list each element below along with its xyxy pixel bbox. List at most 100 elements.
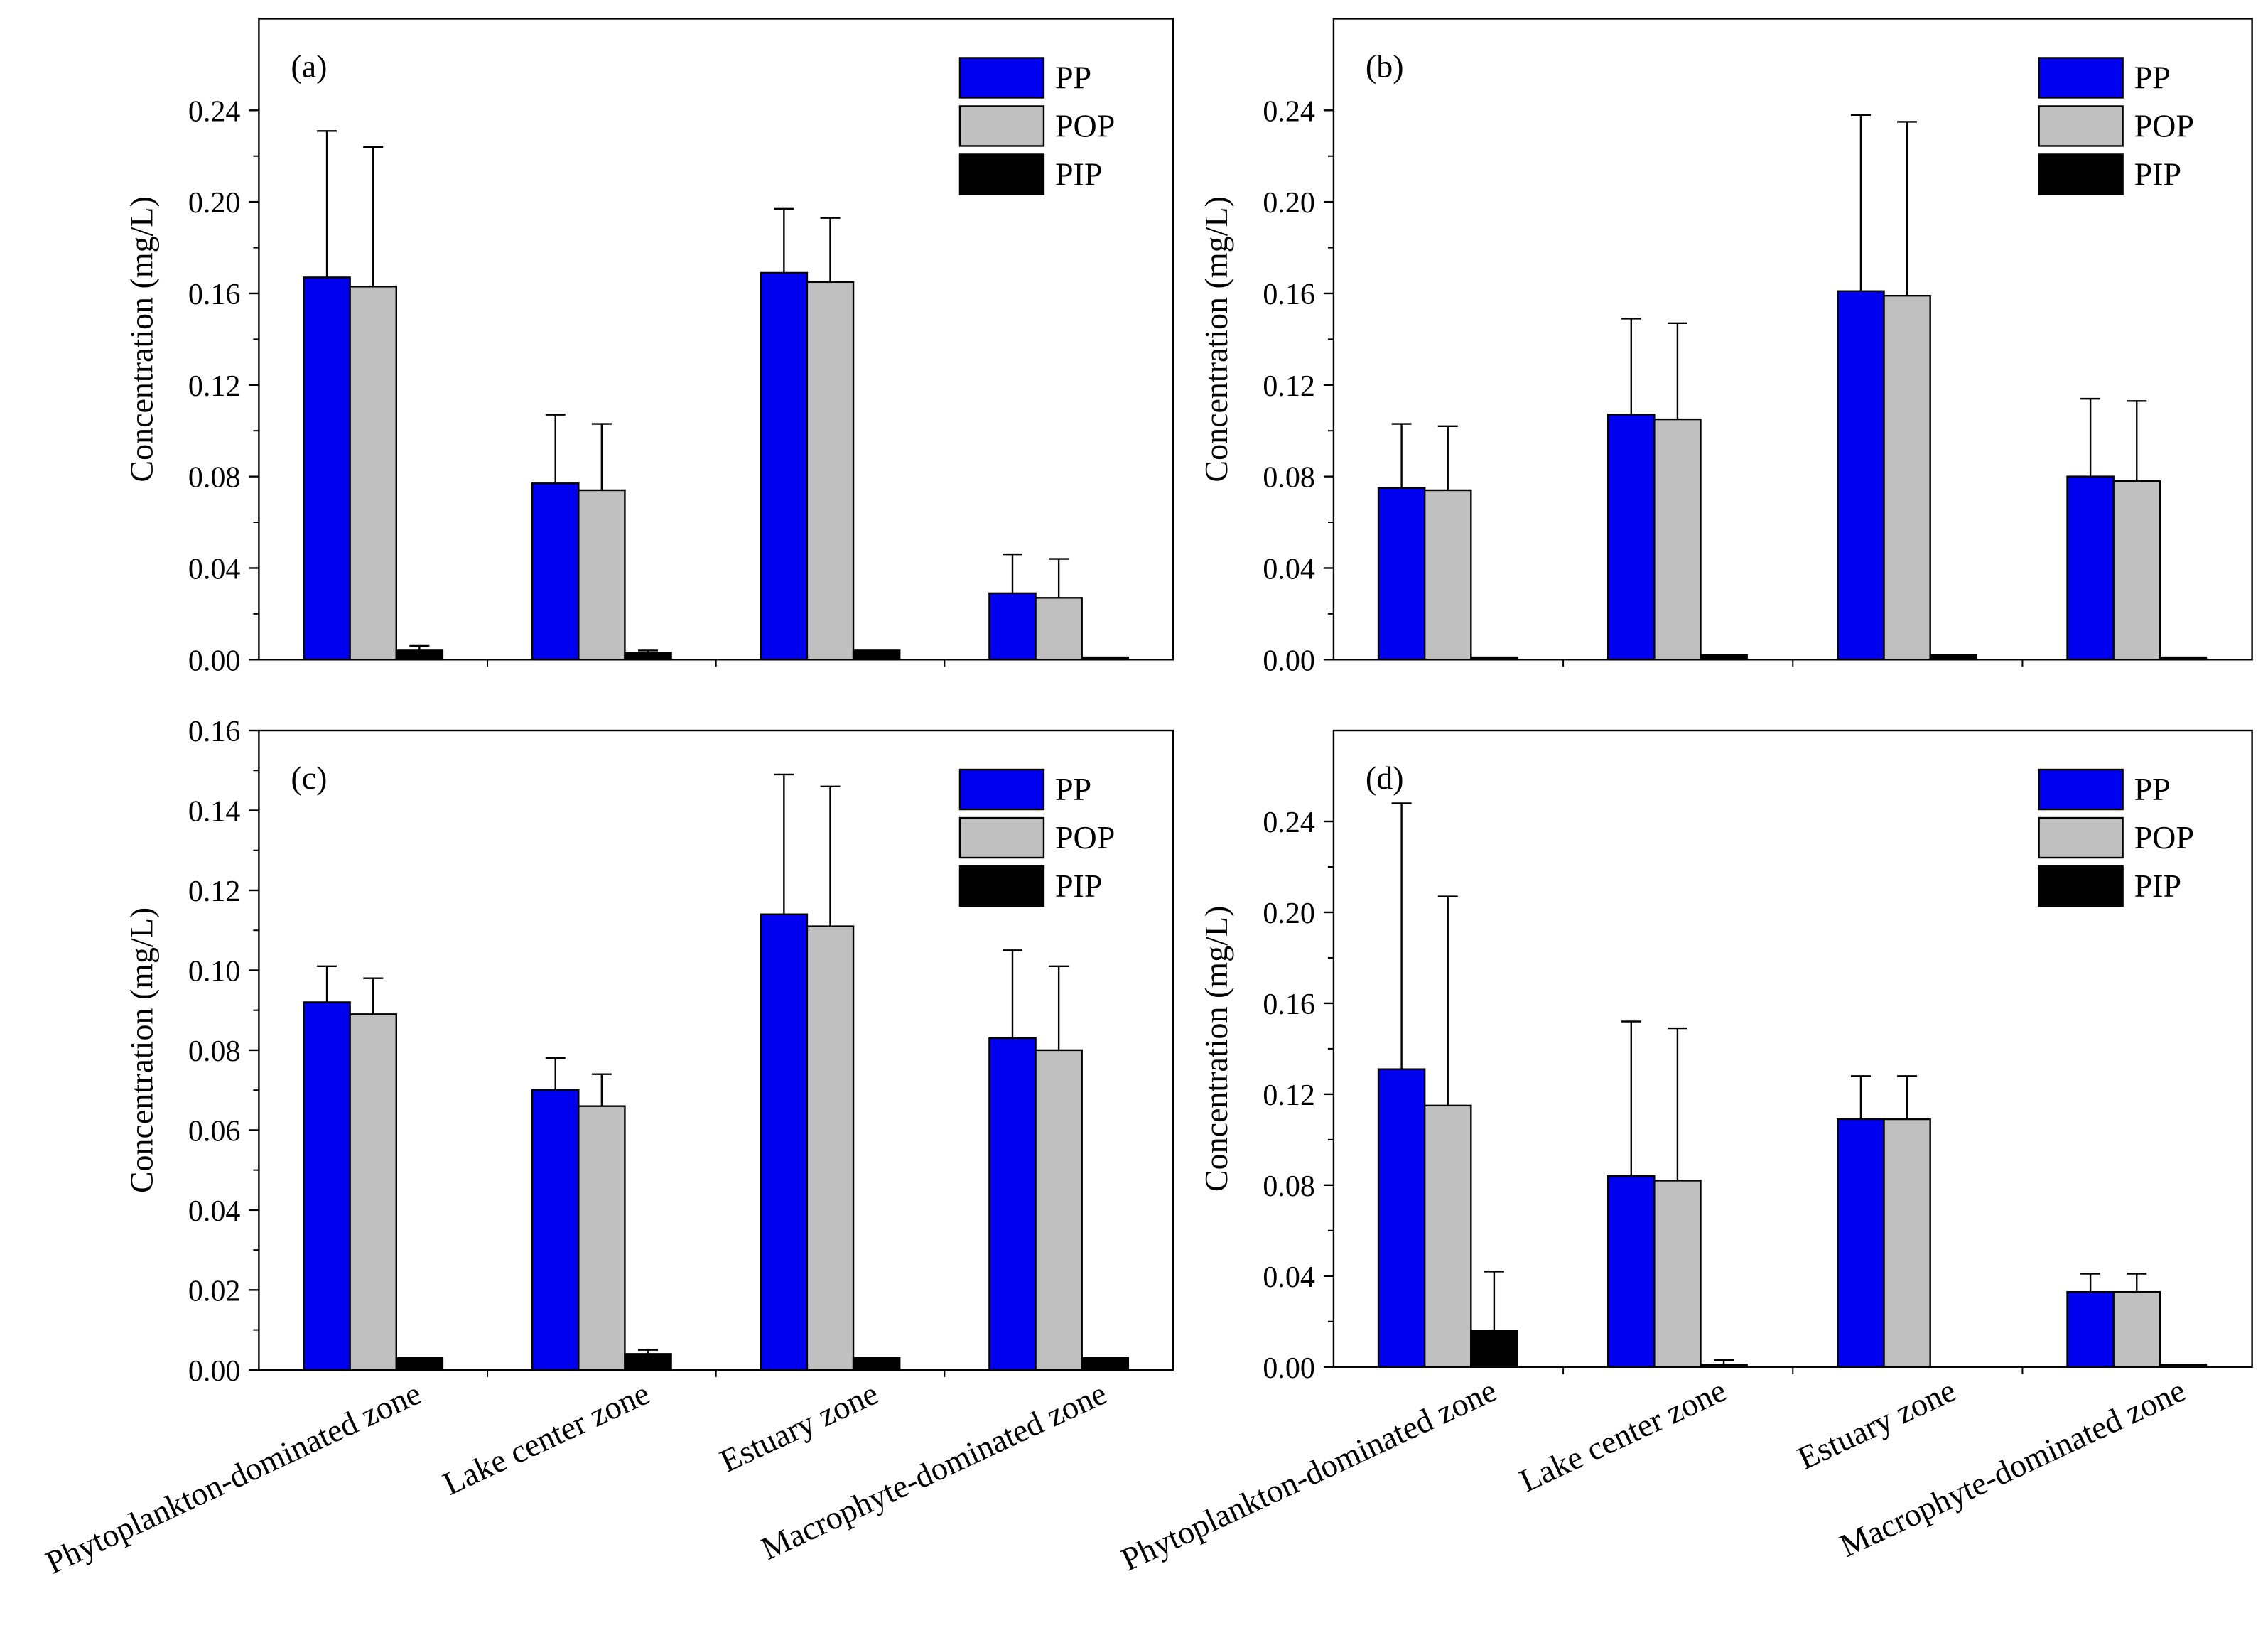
panel-label: (c) [291, 760, 327, 796]
y-tick-label: 0.08 [188, 1035, 241, 1068]
bar-pop [1423, 1104, 1472, 1368]
chart-panel-c: 0.00 0.02 0.04 0.06 0.08 0.10 0.12 0.14 0.16 Conc… [40, 716, 1174, 1581]
legend-label-pip: PIP [1055, 868, 1102, 904]
legend-swatch-pp [958, 57, 1045, 99]
y-tick-label: 0.20 [188, 187, 241, 220]
y-tick-label: 0.02 [188, 1275, 241, 1307]
y-tick-label: 0.00 [1263, 1352, 1315, 1385]
bar-pop [2112, 480, 2161, 661]
bar-pop [1653, 1180, 1702, 1368]
bar-pp [531, 482, 580, 661]
bar-pp [2066, 1290, 2115, 1368]
bar-pp [303, 276, 351, 661]
legend-swatch-pip [958, 153, 1045, 195]
legend-label-pop: POP [1055, 819, 1115, 856]
bar-pop [578, 1105, 626, 1371]
legend-label-pp: PP [2134, 59, 2171, 95]
bar-pip [1470, 1330, 1518, 1368]
bar-pop [349, 1013, 397, 1371]
bar-pip [2159, 1364, 2208, 1368]
legend-label-pp: PP [2134, 771, 2171, 807]
y-tick-label: 0.12 [1263, 370, 1315, 403]
y-tick-label: 0.06 [188, 1115, 241, 1148]
bar-pp [2066, 475, 2115, 661]
legend-swatch-pp [2038, 768, 2124, 811]
legend-swatch-pip [2038, 153, 2124, 195]
x-category-label: Phytoplankton-dominated zone [40, 1375, 426, 1581]
y-tick-label: 0.12 [1263, 1079, 1315, 1112]
y-tick-label: 0.12 [188, 875, 241, 908]
x-category-label: Lake center zone [438, 1375, 655, 1502]
y-axis-label: Concentration (mg/L) [1198, 196, 1234, 482]
y-tick-label: 0.24 [1263, 95, 1315, 128]
y-tick-label: 0.16 [188, 279, 241, 311]
bar-pip [395, 649, 444, 661]
bar-pp [1377, 487, 1426, 661]
legend-label-pp: PP [1055, 59, 1091, 95]
y-tick-label: 0.14 [188, 796, 241, 829]
legend-label-pip: PIP [1055, 156, 1102, 192]
bar-pip [624, 652, 672, 661]
bar-pp [988, 1037, 1037, 1371]
bar-pp [1607, 1175, 1656, 1368]
y-axis-label: Concentration (mg/L) [123, 907, 159, 1193]
bar-pip [1700, 1364, 1748, 1368]
y-tick-label: 0.12 [188, 370, 241, 403]
x-category-label: Estuary zone [1792, 1372, 1961, 1477]
y-tick-label: 0.16 [188, 716, 241, 748]
chart-panel-b: 0.00 0.04 0.08 0.12 0.16 0.20 0.24 Concentratio… [1198, 18, 2253, 677]
legend-label-pip: PIP [2134, 156, 2181, 192]
bar-pip [852, 649, 901, 661]
y-tick-label: 0.16 [1263, 279, 1315, 311]
legend-label-pop: POP [2134, 107, 2194, 144]
bar-pip [1081, 1357, 1130, 1371]
y-tick-label: 0.10 [188, 955, 241, 988]
legend-swatch-pp [958, 768, 1045, 811]
bar-pop [806, 925, 855, 1371]
bar-pp [1607, 414, 1656, 661]
y-tick-label: 0.08 [188, 462, 241, 495]
bar-pp [1377, 1068, 1426, 1368]
legend-swatch-pop [2038, 816, 2124, 859]
y-tick-label: 0.00 [188, 1355, 241, 1388]
bar-pip [624, 1353, 672, 1371]
bar-pip [1929, 654, 1978, 661]
y-tick-label: 0.24 [188, 95, 241, 128]
bar-pop [1035, 1049, 1083, 1371]
bar-pip [2159, 656, 2208, 661]
bar-pp [1837, 1118, 1885, 1368]
legend-swatch-pip [958, 865, 1045, 907]
bar-pp [988, 592, 1037, 661]
bar-pip [395, 1357, 444, 1371]
y-tick-label: 0.00 [188, 644, 241, 677]
y-tick-label: 0.20 [1263, 187, 1315, 220]
y-tick-label: 0.00 [1263, 644, 1315, 677]
bar-pop [806, 281, 855, 661]
panel-label: (a) [291, 48, 327, 84]
bar-pp [760, 913, 809, 1371]
bar-pp [760, 271, 809, 661]
y-tick-label: 0.04 [188, 1195, 241, 1228]
bar-pop [578, 489, 626, 661]
legend-label-pip: PIP [2134, 868, 2181, 904]
bar-pop [1423, 489, 1472, 661]
bar-pip [1470, 656, 1518, 661]
legend-label-pp: PP [1055, 771, 1091, 807]
y-tick-label: 0.24 [1263, 807, 1315, 839]
bar-pp [1837, 290, 1885, 661]
y-tick-label: 0.08 [1263, 462, 1315, 495]
x-category-label: Phytoplankton-dominated zone [1116, 1372, 1502, 1578]
bar-pop [349, 286, 397, 661]
bar-pop [2112, 1290, 2161, 1368]
bar-pip [1081, 656, 1130, 661]
y-tick-label: 0.16 [1263, 988, 1315, 1021]
y-axis-label: Concentration (mg/L) [123, 196, 159, 482]
legend-swatch-pop [958, 105, 1045, 147]
y-axis-label: Concentration (mg/L) [1198, 906, 1234, 1192]
bar-pp [303, 1001, 351, 1371]
bar-pip [852, 1357, 901, 1371]
bar-pp [531, 1089, 580, 1371]
bar-pop [1883, 1118, 1931, 1368]
y-tick-label: 0.04 [1263, 553, 1315, 586]
